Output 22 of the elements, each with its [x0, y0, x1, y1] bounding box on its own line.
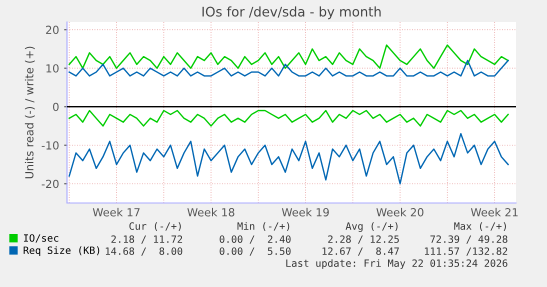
text: 2.18 / 11.72 0.00 / 2.40 2.28 / 12.25 72.39 / 49.28	[111, 235, 508, 244]
chart-title: IOs for /dev/sda - by month	[202, 6, 381, 20]
text: Cur (-/+) Min (-/+) Avg (-/+) Max (-/+)	[129, 222, 506, 232]
y-axis-title: Units read (-) / write (+)	[24, 46, 35, 178]
x-tick-label: Week 21	[470, 208, 518, 216]
line-series	[68, 110, 509, 127]
line-series	[68, 44, 509, 69]
legend-label: IO/sec	[24, 234, 58, 243]
text: 14.68 / 8.00 0.00 / 5.50 12.67 / 8.47 111.57 /132.82	[106, 247, 508, 256]
text: Last update: Fri May 22 01:35:24 2026	[286, 259, 508, 269]
line-series	[68, 132, 509, 184]
y-tick-label: 10	[46, 64, 59, 73]
legend-label: Req Size (KB)	[24, 246, 100, 256]
y-tick-label: 20	[46, 26, 59, 34]
x-tick-label: Week 17	[92, 208, 140, 216]
line-series	[68, 60, 509, 77]
x-tick-label: Week 18	[187, 208, 234, 216]
y-tick-label: 0	[53, 102, 59, 112]
x-tick-label: Week 19	[282, 208, 329, 216]
x-tick-label: Week 20	[376, 208, 424, 216]
y-tick-label: -20	[42, 180, 59, 188]
y-tick-label: -10	[42, 141, 59, 150]
